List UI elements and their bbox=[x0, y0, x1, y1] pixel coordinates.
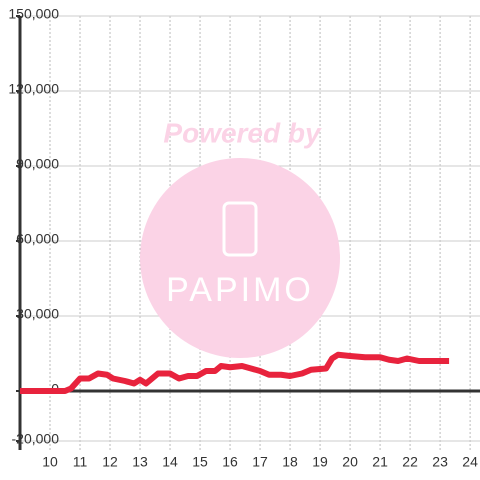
y-tick-label: 30,000 bbox=[16, 306, 59, 322]
x-tick-label: 13 bbox=[132, 454, 148, 470]
x-tick-label: 18 bbox=[282, 454, 298, 470]
x-tick-label: 16 bbox=[222, 454, 238, 470]
line bbox=[20, 351, 450, 394]
watermark-circle bbox=[140, 158, 340, 358]
x-tick-label: 20 bbox=[342, 454, 358, 470]
x-tick-label: 23 bbox=[432, 454, 448, 470]
y-tick-label: 120,000 bbox=[8, 81, 59, 97]
y-tick-label: -20,000 bbox=[12, 431, 60, 447]
x-tick-label: 22 bbox=[402, 454, 418, 470]
x-tick-label: 15 bbox=[192, 454, 208, 470]
x-tick-label: 17 bbox=[252, 454, 268, 470]
x-tick-label: 24 bbox=[462, 454, 478, 470]
watermark-text: Powered by bbox=[163, 117, 322, 148]
x-tick-label: 11 bbox=[73, 454, 88, 470]
y-tick-label: 90,000 bbox=[16, 156, 59, 172]
watermark-icon bbox=[222, 201, 258, 257]
x-tick-label: 19 bbox=[312, 454, 328, 470]
x-tick-label: 10 bbox=[42, 454, 58, 470]
x-tick-label: 12 bbox=[102, 454, 118, 470]
y-tick-label: 60,000 bbox=[16, 231, 59, 247]
x-tick-label: 14 bbox=[162, 454, 178, 470]
x-tick-label: 21 bbox=[372, 454, 388, 470]
y-tick-label: 150,000 bbox=[8, 6, 59, 22]
watermark-text: PAPIMO bbox=[166, 271, 314, 309]
